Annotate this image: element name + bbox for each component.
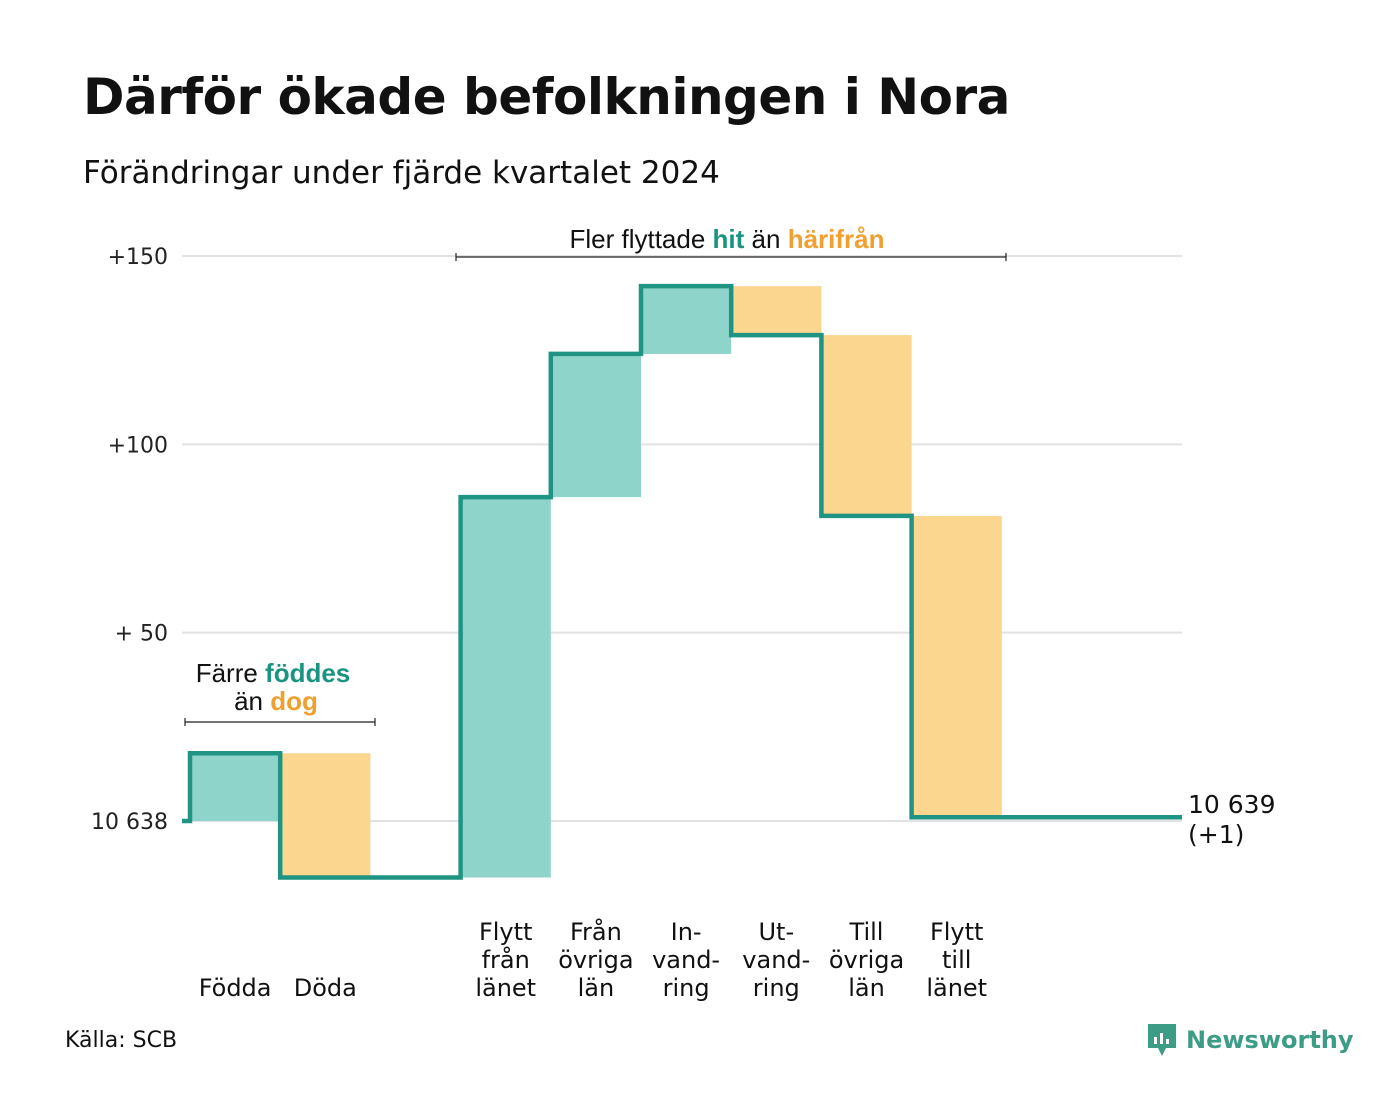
bar-döda: [280, 753, 371, 878]
end-value-label: 10 639(+1): [1188, 790, 1275, 849]
bar-in--vand--ring: [641, 286, 732, 354]
chart-subtitle: Förändringar under fjärde kvartalet 2024: [83, 155, 720, 191]
x-label-döda: Döda: [294, 974, 357, 1002]
source-note: Källa: SCB: [65, 1028, 178, 1053]
bar-från-övriga-län: [550, 353, 641, 498]
newsworthy-logo-icon: [1148, 1024, 1176, 1056]
x-label-födda: Födda: [199, 974, 272, 1002]
x-label-ut--vand--ring: Ut-vand-ring: [742, 918, 810, 1002]
brand-name: Newsworthy: [1186, 1026, 1354, 1054]
x-label-in--vand--ring: In-vand-ring: [652, 918, 720, 1002]
x-label-från-övriga-län: Från övriga län: [558, 917, 633, 1002]
bar-till-övriga-län: [821, 335, 912, 516]
end-value: 10 639: [1188, 790, 1275, 819]
annotation-natural-change: Färre föddes: [196, 658, 351, 688]
bar-flytt-till-länet: [911, 515, 1002, 818]
bars: [190, 286, 1002, 878]
y-axis-ticks: +150 +100 + 50 10 638: [91, 245, 168, 835]
x-label-flytt-till-länet: Flytt till länet: [926, 918, 987, 1002]
end-change: (+1): [1188, 820, 1244, 849]
x-axis-labels: Födda Döda Flytt från länet Från övriga län In-v…: [199, 917, 987, 1002]
bar-ut--vand--ring: [731, 286, 822, 336]
bar-födda: [190, 753, 281, 821]
y-tick-label: +100: [108, 433, 168, 458]
x-label-flytt-från-länet: Flytt från länet: [475, 918, 536, 1002]
bar-flytt-från-länet: [460, 497, 551, 878]
y-tick-label: +150: [108, 245, 168, 270]
y-tick-label: 10 638: [91, 810, 168, 835]
chart-title: Därför ökade befolkningen i Nora: [83, 68, 1010, 126]
annotation-migration: Fler flyttade hit än härifrån: [569, 224, 884, 254]
brand-logo: Newsworthy: [1146, 1022, 1354, 1058]
y-tick-label: + 50: [115, 622, 168, 647]
annotation-natural-change-line2: än dog: [234, 686, 318, 716]
cumulative-step-line: [182, 283, 1182, 880]
step-line: [182, 283, 1182, 880]
x-label-till-övriga-län: Till övriga län: [829, 918, 904, 1002]
